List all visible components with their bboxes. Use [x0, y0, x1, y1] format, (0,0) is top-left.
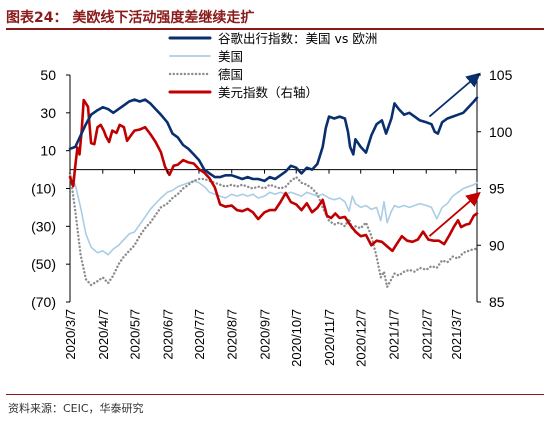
x-axis-tick-label: 2021/1/7	[386, 309, 401, 360]
uptrend-arrow-blue	[428, 72, 481, 118]
right-axis-tick-label: 95	[489, 181, 505, 197]
left-axis-tick-label: 30	[40, 105, 56, 121]
trend-annotations	[428, 72, 481, 237]
right-axis-tick-label: 90	[489, 237, 505, 253]
series-usd-index	[68, 98, 479, 253]
source-note: 资料来源：CEIC，华泰研究	[8, 402, 144, 415]
x-axis-tick-label: 2020/3/7	[63, 309, 78, 360]
left-axis-tick-label: 10	[40, 143, 56, 159]
title-rule	[6, 28, 544, 30]
x-axis-tick-label: 2020/6/7	[160, 309, 175, 360]
x-axis-tick-label: 2021/3/7	[449, 309, 464, 360]
right-axis-tick-labels: 105 100 95 90 85	[477, 67, 513, 310]
right-axis-tick-label: 85	[489, 294, 505, 310]
legend-label: 谷歌出行指数：美国 vs 欧洲	[218, 31, 377, 46]
series-google-mobility-diff	[68, 96, 479, 183]
left-axis-tick-label: (50)	[31, 256, 56, 272]
x-axis-tick-label: 2020/10/7	[289, 309, 304, 367]
chart-frame	[69, 75, 478, 302]
left-axis-tick-label: (30)	[31, 218, 56, 234]
x-axis-tick-label: 2020/4/7	[96, 309, 111, 360]
legend-label: 美国	[218, 49, 243, 64]
x-axis-tick-label: 2020/9/7	[258, 309, 273, 360]
left-axis-tick-label: 50	[40, 67, 56, 83]
left-axis-tick-label: (10)	[31, 181, 56, 197]
x-axis-tick-labels: 2020/3/7 2020/4/7 2020/5/7 2020/6/7 2020/7/7…	[63, 169, 464, 367]
series-layer	[68, 96, 479, 289]
left-axis-tick-label: (70)	[31, 294, 56, 310]
right-axis-tick-label: 105	[489, 67, 513, 83]
uptrend-arrow-red	[428, 191, 481, 237]
series-us-mobility	[69, 172, 478, 256]
series-germany-mobility	[68, 172, 479, 289]
x-axis-tick-label: 2020/11/7	[322, 309, 337, 366]
x-axis-tick-label: 2020/12/7	[354, 309, 369, 367]
x-axis-tick-label: 2021/2/7	[419, 309, 434, 360]
legend-label: 美元指数（右轴）	[218, 85, 318, 100]
legend-label: 德国	[218, 67, 243, 82]
x-axis-tick-label: 2020/8/7	[225, 309, 240, 360]
left-axis-tick-labels: 50 30 10 (10) (30) (50) (70)	[31, 67, 70, 310]
title-bar: 图表24： 美欧线下活动强度差继续走扩	[6, 4, 544, 30]
footer-rule	[6, 394, 544, 395]
x-axis-tick-label: 2020/7/7	[192, 309, 207, 360]
figure-title: 图表24： 美欧线下活动强度差继续走扩	[6, 10, 255, 26]
right-axis-tick-label: 100	[489, 124, 513, 140]
x-axis-tick-label: 2020/5/7	[127, 309, 142, 360]
